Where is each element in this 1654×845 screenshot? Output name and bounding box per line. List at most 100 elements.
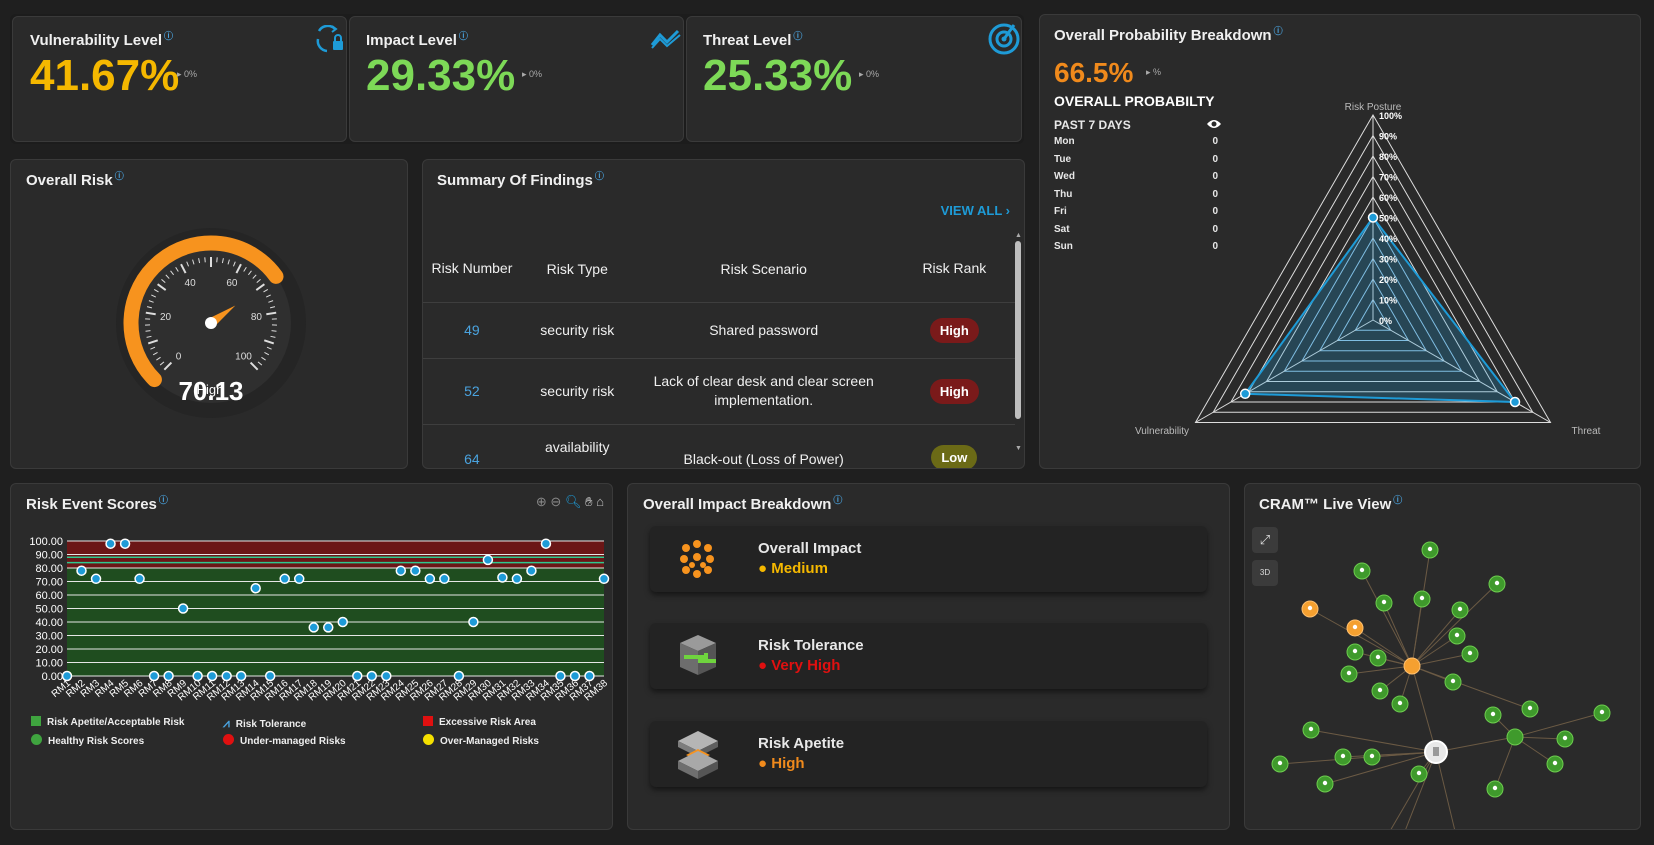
score-point[interactable]: [381, 670, 392, 682]
impact-item-tolerance[interactable]: Risk Tolerance ● Very High: [650, 623, 1207, 689]
zoom-out-icon[interactable]: ⊖: [550, 494, 562, 509]
radar-point[interactable]: [1367, 212, 1379, 223]
score-point[interactable]: [395, 565, 407, 576]
risk-scenario-cell: Lack of clear desk and clear screen impl…: [653, 373, 874, 408]
score-point[interactable]: [119, 538, 131, 549]
cram-network-graph[interactable]: [1245, 484, 1641, 830]
legend-item[interactable]: ⩘ Risk Tolerance: [223, 716, 306, 731]
info-icon[interactable]: ⓘ: [1393, 495, 1403, 505]
radar-point[interactable]: [1509, 396, 1521, 408]
radar-ring: [1318, 257, 1428, 352]
score-point[interactable]: [90, 573, 102, 585]
radar-spoke: [1372, 319, 1551, 423]
day-value: 0: [1212, 188, 1218, 200]
scroll-down-icon[interactable]: ▼: [1015, 445, 1022, 452]
zoom-select-icon[interactable]: 🔍︎: [564, 494, 582, 509]
score-point[interactable]: [337, 616, 349, 628]
score-point[interactable]: [293, 573, 305, 585]
score-point[interactable]: [61, 670, 73, 682]
score-point[interactable]: [439, 573, 450, 585]
score-point[interactable]: [569, 670, 581, 682]
y-tick-label: 30.00: [35, 631, 63, 643]
info-icon[interactable]: ⓘ: [164, 31, 174, 41]
y-tick-label: 0.00: [42, 671, 63, 683]
home-reset-icon[interactable]: ⌂: [596, 494, 604, 509]
kpi-vulnerability-delta: ▸ 0%: [177, 69, 198, 79]
score-point[interactable]: [511, 573, 523, 585]
findings-scrollbar[interactable]: ▲ ▼: [1015, 232, 1022, 464]
zoom-in-icon[interactable]: ⊕: [535, 494, 547, 509]
graph-edge: [1411, 635, 1458, 667]
score-point[interactable]: [352, 670, 363, 682]
risk-number-link[interactable]: 64: [464, 450, 480, 467]
score-point[interactable]: [308, 622, 319, 633]
score-point[interactable]: [598, 573, 610, 585]
header-risk-type[interactable]: Risk Type: [546, 260, 608, 277]
score-point[interactable]: [134, 573, 145, 585]
score-point[interactable]: [410, 565, 421, 576]
info-icon[interactable]: ⓘ: [1273, 26, 1283, 36]
legend-item[interactable]: Excessive Risk Area: [423, 716, 536, 728]
table-row[interactable]: 52 security risk Lack of clear desk and …: [423, 358, 1015, 424]
legend-item[interactable]: Under-managed Risks: [223, 734, 346, 747]
score-point[interactable]: [555, 670, 566, 682]
radar-point[interactable]: [1239, 388, 1251, 400]
score-point[interactable]: [177, 603, 189, 614]
hub-node-icon[interactable]: [1506, 728, 1524, 746]
header-risk-rank[interactable]: Risk Rank: [922, 260, 987, 277]
header-risk-scenario[interactable]: Risk Scenario: [720, 260, 807, 277]
score-point[interactable]: [235, 670, 247, 682]
impact-level-text: High: [771, 755, 805, 772]
score-point[interactable]: [584, 670, 595, 682]
table-row[interactable]: 49 security risk Shared password High: [423, 302, 1015, 358]
scrollbar-thumb[interactable]: [1015, 241, 1021, 419]
score-point[interactable]: [497, 572, 508, 583]
risk-rank-cell: Low: [894, 424, 1015, 468]
score-point[interactable]: [206, 670, 218, 682]
impact-item-appetite[interactable]: Risk Apetite ● High: [650, 721, 1207, 787]
radar-tick: 40%: [1379, 234, 1397, 244]
legend-item[interactable]: Over-Managed Risks: [423, 734, 539, 747]
score-point[interactable]: [250, 583, 261, 594]
info-icon[interactable]: ⓘ: [594, 171, 604, 181]
score-point[interactable]: [424, 573, 436, 585]
header-risk-number[interactable]: Risk Number: [431, 260, 513, 277]
score-point[interactable]: [366, 670, 378, 682]
score-point[interactable]: [468, 616, 479, 628]
impact-item-overall[interactable]: Overall Impact ● Medium: [650, 526, 1207, 592]
score-point[interactable]: [192, 670, 203, 682]
pan-hand-icon[interactable]: ✋︎: [585, 494, 593, 509]
score-point[interactable]: [163, 670, 174, 682]
legend-item[interactable]: Healthy Risk Scores: [31, 734, 144, 747]
score-point[interactable]: [221, 670, 232, 682]
hub-node-icon[interactable]: [1403, 657, 1421, 675]
score-point[interactable]: [105, 538, 116, 549]
risk-number-link[interactable]: 52: [464, 383, 480, 399]
view-3d-button[interactable]: 3D: [1252, 560, 1278, 586]
view-all-link[interactable]: VIEW ALL ›: [941, 203, 1010, 218]
info-icon[interactable]: ⓘ: [833, 495, 843, 505]
graph-edge: [1411, 609, 1461, 667]
info-icon[interactable]: ⓘ: [158, 495, 168, 505]
probability-delta: ▸ %: [1146, 67, 1162, 77]
score-point[interactable]: [453, 670, 465, 682]
legend-item[interactable]: Risk Apetite/Acceptable Risk: [31, 716, 184, 728]
score-point[interactable]: [279, 573, 290, 585]
cram-live-view-card: CRAM™ Live View ⓘ ⤢ 3D: [1244, 483, 1641, 830]
eye-icon[interactable]: [1206, 118, 1222, 130]
table-row[interactable]: 64 availability Black-out (Loss of Power…: [423, 424, 1015, 468]
fullscreen-button[interactable]: ⤢: [1252, 527, 1278, 553]
score-point[interactable]: [76, 565, 87, 576]
risk-number-link[interactable]: 49: [464, 322, 480, 338]
score-point[interactable]: [540, 538, 552, 549]
gauge-tick: [152, 351, 158, 356]
scroll-up-icon[interactable]: ▲: [1015, 232, 1022, 239]
score-point[interactable]: [264, 670, 276, 682]
score-point[interactable]: [322, 622, 334, 633]
score-point[interactable]: [482, 554, 494, 566]
info-icon[interactable]: ⓘ: [114, 171, 124, 181]
score-point[interactable]: [526, 565, 537, 576]
score-point[interactable]: [148, 670, 160, 682]
info-icon[interactable]: ⓘ: [458, 31, 468, 41]
info-icon[interactable]: ⓘ: [793, 31, 803, 41]
